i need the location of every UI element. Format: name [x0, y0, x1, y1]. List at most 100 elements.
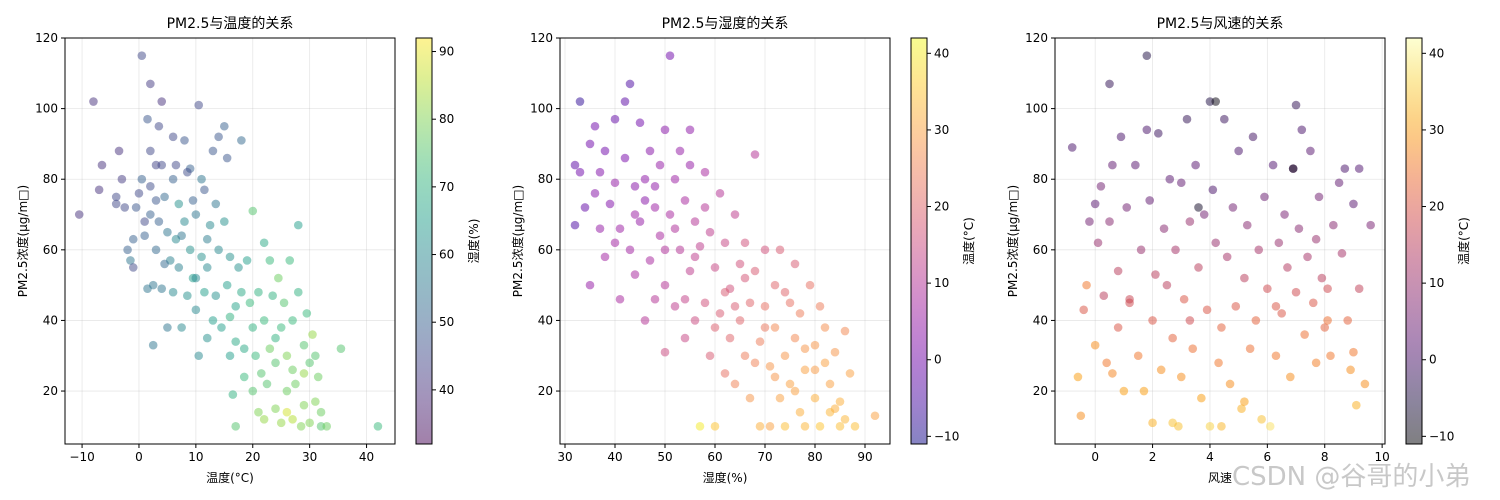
scatter-point: [1277, 309, 1286, 318]
x-tick-label: 40: [359, 450, 374, 464]
scatter-point: [305, 358, 314, 368]
y-tick-label: 80: [43, 172, 58, 186]
scatter-point: [220, 217, 229, 226]
y-tick-label: 120: [530, 31, 553, 45]
scatter-point: [1208, 185, 1218, 195]
scatter-point: [1194, 263, 1203, 272]
chart-panel-wind-speed: 0 2 4 6 8 1020406080100120PM2.5与风速的关系风速PM2.5浓…: [1005, 16, 1471, 485]
scatter-point: [1185, 316, 1195, 325]
scatter-point: [815, 302, 825, 311]
scatter-point: [148, 280, 158, 290]
scatter-point: [271, 333, 280, 343]
scatter-point: [126, 256, 135, 265]
scatter-point: [248, 206, 258, 216]
scatter-point: [1096, 181, 1106, 191]
scatter-point: [745, 393, 755, 403]
scatter-point: [640, 174, 650, 184]
x-tick-label: 70: [757, 450, 772, 464]
scatter-point: [225, 252, 235, 262]
scatter-point: [1291, 100, 1301, 110]
scatter-point: [271, 404, 280, 413]
scatter-point: [1122, 203, 1132, 212]
y-tick-label: 40: [1033, 313, 1048, 327]
scatter-point: [208, 146, 218, 156]
scatter-point: [700, 167, 710, 177]
scatter-point: [117, 174, 127, 184]
scatter-point: [1125, 294, 1134, 304]
scatter-point: [1202, 305, 1212, 315]
scatter-point: [1214, 358, 1223, 368]
colorbar: [1405, 37, 1423, 445]
axes-frame: [64, 37, 396, 445]
scatter-point: [1116, 132, 1126, 142]
scatter-point: [134, 189, 144, 198]
scatter-point: [630, 181, 640, 191]
scatter-point: [725, 333, 735, 343]
scatter-point: [231, 337, 240, 346]
y-tick-label: 60: [43, 243, 58, 257]
scatter-point: [1286, 372, 1295, 382]
scatter-point: [1168, 418, 1177, 428]
scatter-point: [1191, 160, 1200, 170]
scatter-point: [296, 422, 306, 431]
scatter-point: [305, 418, 314, 428]
scatter-point: [1346, 365, 1355, 375]
colorbar-tick-label: 60: [439, 248, 454, 262]
scatter-point: [1257, 414, 1266, 424]
scatter-point: [810, 393, 820, 403]
scatter-point: [810, 340, 820, 350]
scatter-point: [800, 365, 810, 375]
scatter-point: [171, 160, 181, 170]
scatter-point: [1145, 196, 1154, 205]
scatter-point: [1093, 238, 1103, 248]
scatter-point: [299, 340, 309, 350]
scatter-point: [610, 114, 620, 124]
colorbar-tick-label: 10: [1429, 276, 1444, 290]
scatter-point: [194, 100, 204, 110]
scatter-point: [770, 323, 780, 332]
scatter-point: [575, 97, 585, 106]
scatter-point: [620, 153, 630, 163]
scatter-point: [1237, 404, 1246, 413]
scatter-point: [790, 259, 800, 269]
scatter-point: [168, 287, 178, 297]
scatter-point: [128, 234, 138, 244]
x-tick-label: 40: [607, 450, 622, 464]
scatter-point: [790, 333, 800, 343]
scatter-point: [870, 411, 880, 421]
scatter-point: [120, 203, 130, 212]
scatter-point: [800, 344, 810, 353]
scatter-point: [228, 390, 238, 399]
colorbar-tick-label: 0: [1429, 353, 1437, 367]
scatter-point: [720, 369, 730, 378]
scatter-point: [575, 167, 585, 177]
scatter-point: [685, 125, 695, 135]
scatter-point: [1185, 217, 1195, 226]
y-tick-label: 80: [1033, 172, 1048, 186]
scatter-point: [1217, 323, 1226, 332]
scatter-point: [254, 407, 263, 417]
scatter-point: [1076, 411, 1086, 421]
colorbar-tick-label: 30: [1429, 123, 1444, 137]
scatter-point: [1288, 164, 1298, 173]
y-tick-label: 120: [35, 31, 58, 45]
scatter-point: [137, 174, 147, 184]
scatter-point: [745, 298, 755, 308]
scatter-point: [840, 414, 850, 424]
x-tick-label: 4: [1206, 450, 1214, 464]
scatter-point: [1274, 238, 1284, 248]
scatter-point: [288, 365, 297, 375]
scatter-point: [259, 414, 269, 424]
scatter-point: [220, 121, 229, 131]
scatter-point: [740, 238, 750, 248]
colorbar: [415, 37, 433, 445]
scatter-point: [154, 217, 164, 226]
scatter-point: [225, 351, 235, 361]
scatter-point: [188, 196, 198, 205]
scatter-point: [1073, 372, 1083, 382]
scatter-point: [254, 287, 263, 297]
scatter-point: [265, 344, 275, 353]
scatter-point: [160, 259, 169, 269]
scatter-point: [705, 351, 715, 361]
x-tick-label: 2: [1149, 450, 1157, 464]
